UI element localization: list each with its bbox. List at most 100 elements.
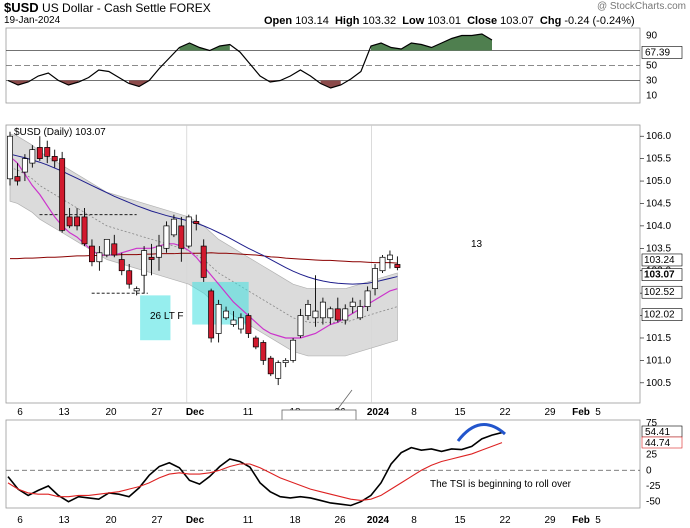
price-candle <box>372 264 379 296</box>
candle-body <box>111 243 118 256</box>
tsi-rollover-arc <box>456 423 506 442</box>
price-candle <box>185 214 192 249</box>
price-tick-label: 106.0 <box>646 131 671 142</box>
candle-body <box>118 259 125 272</box>
candle-body <box>51 156 58 162</box>
candle-body <box>185 216 192 247</box>
candle-body <box>133 288 140 292</box>
price-candle <box>387 250 393 269</box>
candle-body <box>319 301 326 319</box>
tsi-date-axis-label: 2024 <box>367 515 390 526</box>
tsi-tick-label: 75 <box>646 418 658 429</box>
price-candle <box>51 149 58 168</box>
candle-body <box>238 317 244 330</box>
price-candle <box>7 131 13 186</box>
tsi-tick-label: 0 <box>646 465 652 476</box>
price-candle <box>260 340 267 365</box>
price-tick-label: 101.5 <box>646 333 671 344</box>
candle-body <box>44 147 51 157</box>
price-candle <box>133 286 140 296</box>
tsi-date-axis-label: 29 <box>544 515 556 526</box>
date-axis-label: 11 <box>243 407 254 418</box>
price-candle <box>59 151 66 233</box>
price-candle <box>252 335 259 350</box>
price-tag-box <box>641 268 683 281</box>
price-tag-label: 103.07 <box>644 270 675 281</box>
candle-body <box>96 252 103 263</box>
tsi-date-axis-label: 18 <box>289 515 301 526</box>
price-candle <box>357 299 364 321</box>
open-label: Open <box>264 15 293 27</box>
candle-body <box>14 176 21 182</box>
candle-body <box>275 362 282 379</box>
candle-body <box>357 306 364 319</box>
candle-body <box>163 225 170 249</box>
candle-body <box>208 290 215 339</box>
candle-body <box>312 310 319 319</box>
price-candle <box>327 306 334 325</box>
tsi-signal-last-value: 44.74 <box>645 438 670 449</box>
price-panel-frame <box>5 124 641 404</box>
price-candle <box>170 214 177 238</box>
price-candle <box>297 308 304 338</box>
candle-body <box>342 308 349 321</box>
date-axis-label: 2024 <box>367 407 390 418</box>
indicator-line <box>7 33 493 89</box>
price-candle <box>379 255 386 273</box>
symbol-description: US Dollar - Cash Settle <box>42 1 167 15</box>
candle-body <box>290 339 297 361</box>
price-candle <box>334 297 341 323</box>
price-candle <box>141 246 148 294</box>
tsi-date-axis-label: 20 <box>105 515 117 526</box>
candle-body <box>59 158 66 231</box>
date-axis-label: Feb <box>572 407 590 418</box>
tsi-annotation: The TSI is beginning to roll over <box>430 479 572 490</box>
price-candle <box>111 234 118 258</box>
tsi-date-axis-label: 26 <box>334 515 346 526</box>
tsi-date-axis-label: 11 <box>243 515 254 526</box>
candle-body <box>66 216 73 227</box>
tsi-tick-label: 25 <box>646 450 658 461</box>
tsi-signal-value-box <box>641 436 683 449</box>
candle-body <box>394 264 401 268</box>
indicator-tick-label: 30 <box>646 76 658 87</box>
tsi-line <box>7 431 503 507</box>
candle-body <box>327 308 334 319</box>
price-tick-label: 104.5 <box>646 198 671 209</box>
price-tick-label: 105.0 <box>646 176 671 187</box>
candle-body <box>372 268 379 290</box>
overbought-shading <box>179 34 492 51</box>
candle-body <box>364 290 371 307</box>
price-candle <box>364 286 371 312</box>
candle-body <box>349 301 356 307</box>
price-candle <box>275 360 282 386</box>
price-tick-label: 100.5 <box>646 378 671 389</box>
exchange-label: FOREX <box>169 1 211 15</box>
tsi-date-axis-label: 8 <box>411 515 417 526</box>
date-axis-label: 8 <box>411 407 417 418</box>
symbol-label: $USD <box>4 0 39 15</box>
tsi-signal-line <box>7 442 503 502</box>
indicator-last-value: 67.39 <box>645 47 670 58</box>
tsi-date-axis-label: Dec <box>186 515 205 526</box>
chart-date: 19-Jan-2024 <box>4 15 61 26</box>
candle-body <box>126 270 133 285</box>
date-axis-label: 22 <box>499 407 511 418</box>
price-candle <box>230 311 237 327</box>
price-candle <box>81 207 88 247</box>
price-candle <box>96 246 103 271</box>
candle-body <box>21 158 28 173</box>
price-candle <box>208 288 215 343</box>
candle-body <box>282 360 289 363</box>
price-candle <box>66 207 73 229</box>
tsi-tick-label: -50 <box>646 497 661 508</box>
tsi-date-axis-label: 22 <box>499 515 511 526</box>
price-candle <box>88 239 95 267</box>
price-candle <box>223 306 229 321</box>
date-axis-label: 29 <box>544 407 556 418</box>
tsi-date-axis-label: 15 <box>454 515 466 526</box>
price-candle <box>238 313 244 334</box>
candle-body <box>223 310 229 319</box>
date-axis-label: 15 <box>454 407 466 418</box>
